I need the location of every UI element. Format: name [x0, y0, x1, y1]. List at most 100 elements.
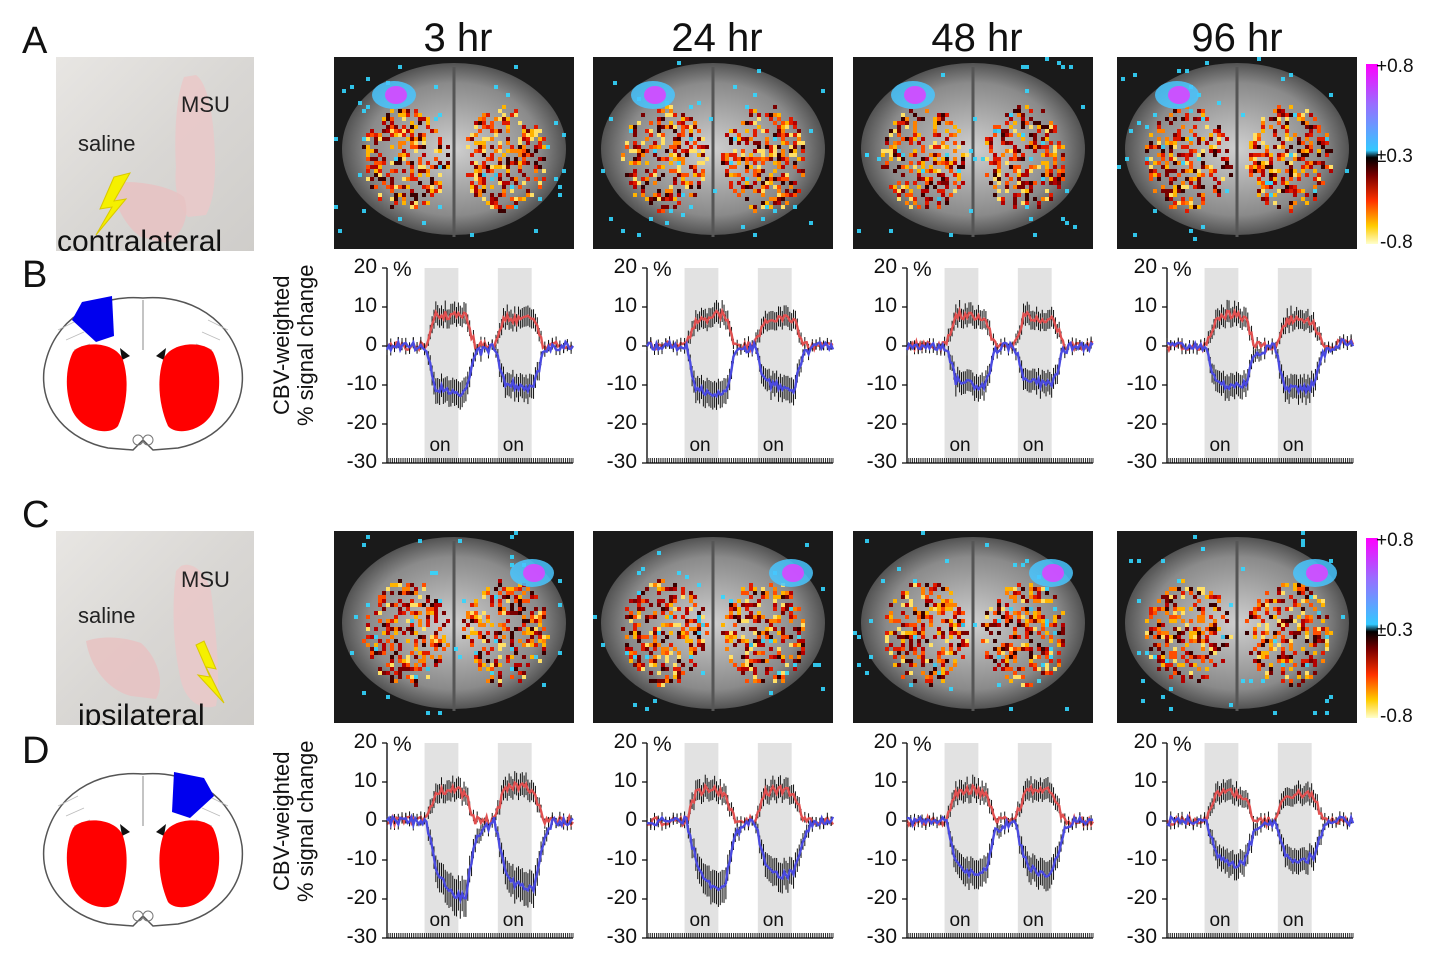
y-axis-label-line1: CBV-weighted: [269, 751, 294, 891]
y-axis-label-line2: % signal change: [293, 264, 319, 426]
y-tick-label: 10: [873, 294, 897, 317]
panel-letter-b: B: [22, 254, 48, 296]
stim-on-label: on: [429, 435, 451, 456]
y-tick-label: -30: [346, 925, 377, 948]
y-axis-label-d: CBV-weighted % signal change: [269, 740, 319, 902]
fmri-slice: [1117, 57, 1357, 249]
series-line-red: [386, 780, 574, 830]
y-tick-label: -10: [866, 847, 897, 870]
y-tick-label: -30: [866, 450, 897, 473]
panel-letter-c: C: [22, 494, 50, 536]
timecourse-chart-d-48hr: 20 10 0 -10 -20 -30% on on: [850, 730, 1110, 948]
fmri-slice: [1117, 531, 1357, 723]
stimulus-bolt-icon: [195, 640, 225, 704]
stim-block: [1277, 268, 1312, 463]
stim-on-label: on: [1282, 910, 1304, 931]
fmri-slice: [334, 57, 574, 249]
roi-striatum-right: [159, 820, 220, 908]
y-tick-label: -30: [346, 450, 377, 473]
fmri-slice: [334, 531, 574, 723]
y-tick-label: -10: [606, 847, 637, 870]
series-line-blue: [1166, 813, 1355, 869]
stim-on-label: on: [1022, 910, 1044, 931]
y-tick-label: -10: [866, 372, 897, 395]
chart-svg: [902, 742, 1095, 939]
roi-striatum-right: [159, 344, 220, 432]
y-tick-label: -10: [346, 372, 377, 395]
y-tick-label: -20: [346, 411, 377, 434]
percent-symbol: %: [913, 258, 932, 281]
colorbar-a-max: +0.8: [1376, 56, 1414, 77]
y-tick-label: 0: [625, 808, 637, 831]
series-line-blue: [1166, 338, 1355, 397]
roi-motor-cortex: [72, 296, 114, 342]
stim-block: [684, 743, 719, 938]
y-tick-label: 10: [613, 769, 637, 792]
fmri-map-c-24hr: [593, 531, 833, 723]
y-tick-label: -20: [866, 411, 897, 434]
stim-on-label: on: [949, 435, 971, 456]
stim-on-label: on: [502, 910, 524, 931]
series-line-blue: [386, 813, 574, 905]
percent-symbol: %: [1173, 258, 1192, 281]
stim-block: [1204, 743, 1239, 938]
stim-on-label: on: [502, 435, 524, 456]
y-tick-label: 0: [1145, 808, 1157, 831]
timecourse-chart-b-3hr: 20 10 0 -10 -20 -30% on on: [330, 255, 590, 473]
percent-symbol: %: [653, 733, 672, 756]
percent-symbol: %: [393, 258, 412, 281]
stim-on-label: on: [689, 910, 711, 931]
stim-block: [1017, 268, 1052, 463]
y-tick-label: 20: [613, 255, 637, 278]
stim-on-label: on: [1209, 435, 1231, 456]
fmri-slice: [853, 531, 1093, 723]
y-tick-label: 10: [1133, 769, 1157, 792]
y-tick-label: -20: [1126, 886, 1157, 909]
y-tick-label: -10: [1126, 847, 1157, 870]
roi-striatum-left: [66, 344, 127, 432]
contralateral-label: contralateral: [57, 225, 223, 251]
y-tick-label: -10: [1126, 372, 1157, 395]
stim-block: [1277, 743, 1312, 938]
y-tick-label: -20: [606, 886, 637, 909]
stim-on-label: on: [762, 910, 784, 931]
y-tick-label: -20: [346, 886, 377, 909]
chart-svg: [1162, 267, 1355, 464]
timecourse-chart-b-24hr: 20 10 0 -10 -20 -30% on on: [590, 255, 850, 473]
time-label-48hr: 48 hr: [931, 16, 1023, 60]
stim-block: [1017, 743, 1052, 938]
y-tick-label: -20: [1126, 411, 1157, 434]
series-line-blue: [645, 338, 835, 399]
fmri-map-c-3hr: [334, 531, 574, 723]
fmri-map-a-96hr: [1117, 57, 1357, 249]
stim-block: [757, 743, 792, 938]
paw-drawing: [86, 564, 225, 708]
y-tick-label: 0: [1145, 333, 1157, 356]
y-tick-label: -30: [606, 925, 637, 948]
y-tick-label: 10: [1133, 294, 1157, 317]
fmri-slice: [593, 57, 833, 249]
stim-block: [757, 268, 792, 463]
y-tick-label: 0: [885, 333, 897, 356]
timecourse-chart-b-96hr: 20 10 0 -10 -20 -30% on on: [1110, 255, 1370, 473]
y-tick-label: 20: [873, 730, 897, 753]
colorbar-c-threshold: ±0.3: [1376, 620, 1413, 641]
colorbar-a-threshold: ±0.3: [1376, 146, 1413, 167]
y-tick-label: -30: [866, 925, 897, 948]
colorbar-c-max: +0.8: [1376, 530, 1414, 551]
series-line-blue: [385, 338, 575, 398]
y-tick-label: 20: [353, 730, 377, 753]
stim-block: [944, 268, 979, 463]
time-label-24hr: 24 hr: [671, 16, 763, 60]
fmri-map-a-24hr: [593, 57, 833, 249]
stimulus-bolt-icon: [95, 172, 132, 236]
y-axis-label-line2: % signal change: [293, 740, 319, 902]
panel-letter-a: A: [22, 20, 48, 62]
rat-paw-photo-contralateral: MSU saline contralateral: [56, 57, 254, 251]
colorbar-a-min: -0.8: [1380, 232, 1413, 253]
time-label-96hr: 96 hr: [1191, 16, 1283, 60]
roi-striatum-left: [66, 820, 127, 908]
stim-on-label: on: [1209, 910, 1231, 931]
roi-motor-cortex: [172, 772, 214, 818]
stim-block: [497, 268, 532, 463]
